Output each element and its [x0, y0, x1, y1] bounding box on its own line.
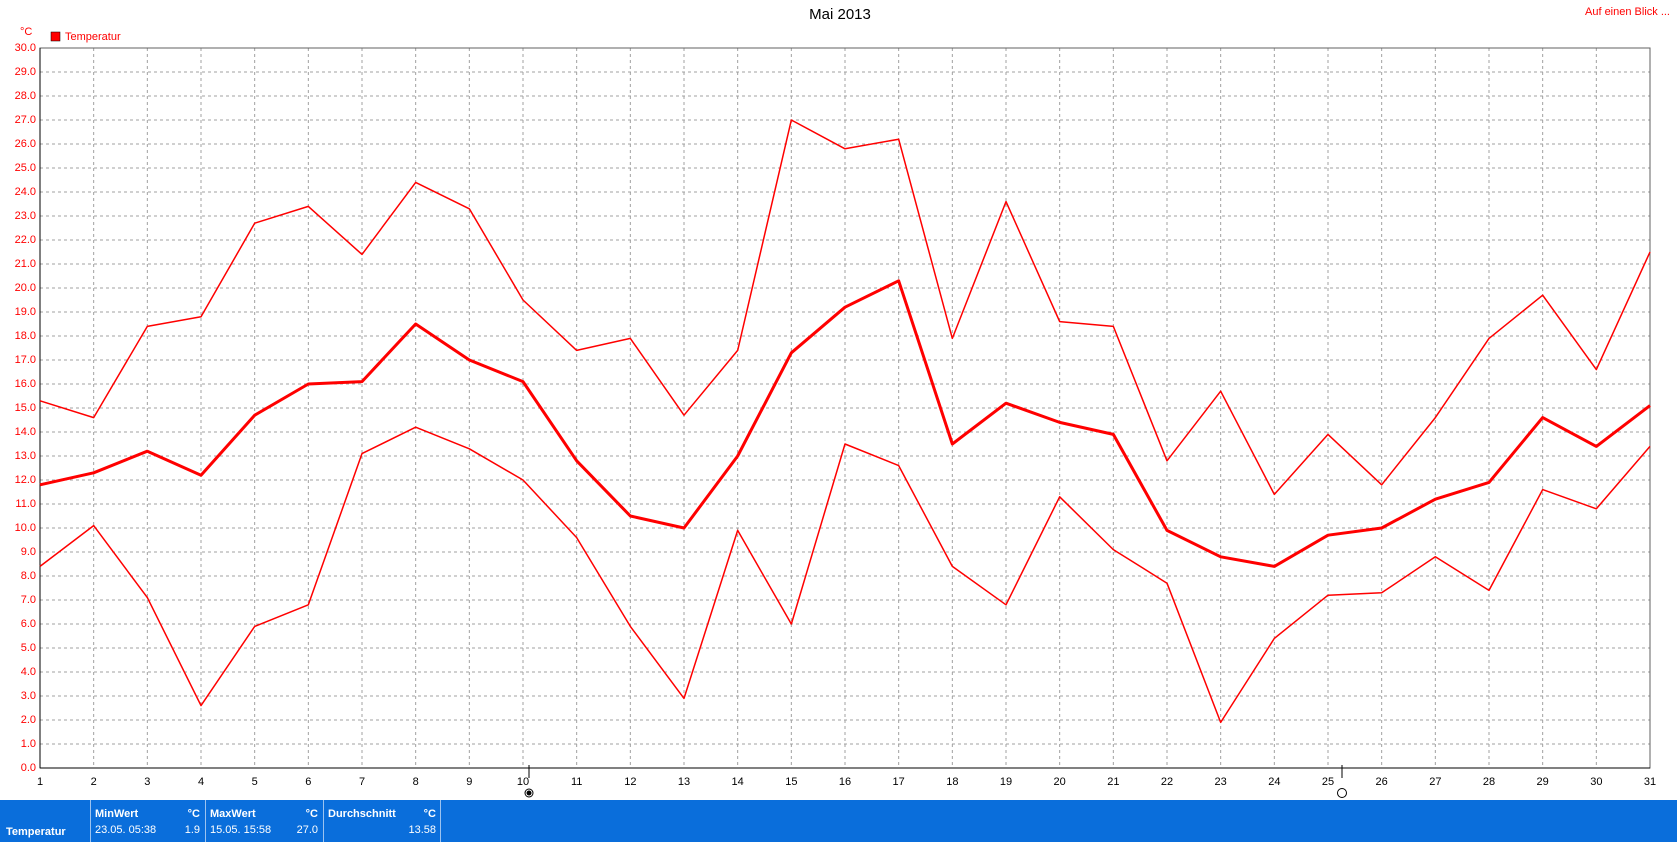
x-tick-label: 7 — [359, 776, 365, 788]
marker-icon — [1337, 788, 1347, 798]
x-tick-label: 31 — [1644, 776, 1656, 788]
x-tick-label: 27 — [1429, 776, 1441, 788]
y-tick-label: 21.0 — [15, 258, 36, 270]
y-tick-label: 18.0 — [15, 330, 36, 342]
x-tick-label: 6 — [305, 776, 311, 788]
y-tick-label: 1.0 — [21, 738, 36, 750]
y-tick-label: 2.0 — [21, 714, 36, 726]
y-tick-label: 5.0 — [21, 642, 36, 654]
y-tick-label: 14.0 — [15, 426, 36, 438]
marker-icon — [526, 790, 532, 796]
y-tick-label: 11.0 — [15, 498, 36, 510]
legend-swatch — [50, 31, 61, 42]
min-time: 23.05. 05:38 — [95, 824, 157, 836]
y-tick-label: 0.0 — [21, 762, 36, 774]
x-tick-label: 25 — [1322, 776, 1334, 788]
y-tick-label: 12.0 — [15, 474, 36, 486]
chart-title: Mai 2013 — [809, 6, 871, 23]
avg-title: Durchschnitt — [328, 808, 396, 820]
x-tick-label: 1 — [37, 776, 43, 788]
avg-unit: °C — [423, 808, 436, 820]
x-tick-label: 3 — [144, 776, 150, 788]
y-tick-label: 22.0 — [15, 234, 36, 246]
x-tick-label: 28 — [1483, 776, 1495, 788]
x-tick-label: 5 — [252, 776, 258, 788]
avg-value: 13.58 — [408, 824, 436, 836]
x-tick-label: 14 — [732, 776, 744, 788]
y-tick-label: 16.0 — [15, 378, 36, 390]
x-tick-label: 19 — [1000, 776, 1012, 788]
series-line — [39, 279, 1651, 568]
y-tick-label: 7.0 — [21, 594, 36, 606]
min-unit: °C — [187, 808, 200, 820]
x-tick-label: 24 — [1268, 776, 1280, 788]
legend-label: Temperatur — [65, 31, 121, 43]
y-tick-label: 9.0 — [21, 546, 36, 558]
x-tick-label: 26 — [1376, 776, 1388, 788]
min-value: 1.9 — [184, 824, 200, 836]
y-tick-label: 10.0 — [15, 522, 36, 534]
y-tick-label: 29.0 — [15, 66, 36, 78]
y-tick-label: 28.0 — [15, 90, 36, 102]
y-tick-label: 17.0 — [15, 354, 36, 366]
y-tick-label: 3.0 — [21, 690, 36, 702]
y-tick-label: 23.0 — [15, 210, 36, 222]
x-tick-label: 22 — [1161, 776, 1173, 788]
x-tick-label: 9 — [466, 776, 472, 788]
x-tick-label: 23 — [1215, 776, 1227, 788]
x-tick-label: 16 — [839, 776, 851, 788]
x-tick-label: 21 — [1107, 776, 1119, 788]
max-value: 27.0 — [296, 824, 318, 836]
x-tick-label: 2 — [91, 776, 97, 788]
x-tick-label: 30 — [1590, 776, 1602, 788]
x-tick-label: 20 — [1054, 776, 1066, 788]
x-tick-label: 15 — [785, 776, 797, 788]
chart: Mai 2013 Auf einen Blick ... °C Temperat… — [15, 6, 1670, 798]
y-unit: °C — [20, 26, 32, 38]
y-tick-label: 4.0 — [21, 666, 36, 678]
x-tick-label: 17 — [893, 776, 905, 788]
y-tick-label: 27.0 — [15, 114, 36, 126]
x-tick-label: 18 — [946, 776, 958, 788]
y-tick-label: 6.0 — [21, 618, 36, 630]
max-title: MaxWert — [210, 808, 256, 820]
summary-label: Temperatur — [6, 826, 66, 838]
y-tick-label: 26.0 — [15, 138, 36, 150]
min-title: MinWert — [95, 808, 139, 820]
y-tick-label: 13.0 — [15, 450, 36, 462]
y-tick-label: 19.0 — [15, 306, 36, 318]
y-tick-label: 8.0 — [21, 570, 36, 582]
max-unit: °C — [305, 808, 318, 820]
y-tick-label: 15.0 — [15, 402, 36, 414]
summary-bar: Temperatur MinWert °C 23.05. 05:38 1.9 M… — [0, 800, 1677, 842]
x-tick-label: 12 — [624, 776, 636, 788]
y-tick-label: 30.0 — [15, 42, 36, 54]
max-time: 15.05. 15:58 — [210, 824, 272, 836]
series-line — [39, 426, 1651, 724]
x-tick-label: 10 — [517, 776, 529, 788]
x-tick-label: 11 — [571, 776, 582, 788]
link[interactable]: Auf einen Blick ... — [1585, 6, 1670, 18]
y-tick-label: 25.0 — [15, 162, 36, 174]
x-tick-label: 8 — [413, 776, 419, 788]
x-tick-label: 4 — [198, 776, 204, 788]
y-tick-label: 20.0 — [15, 282, 36, 294]
series-line — [39, 119, 1651, 496]
x-tick-label: 13 — [678, 776, 690, 788]
y-tick-label: 24.0 — [15, 186, 36, 198]
x-tick-label: 29 — [1537, 776, 1549, 788]
